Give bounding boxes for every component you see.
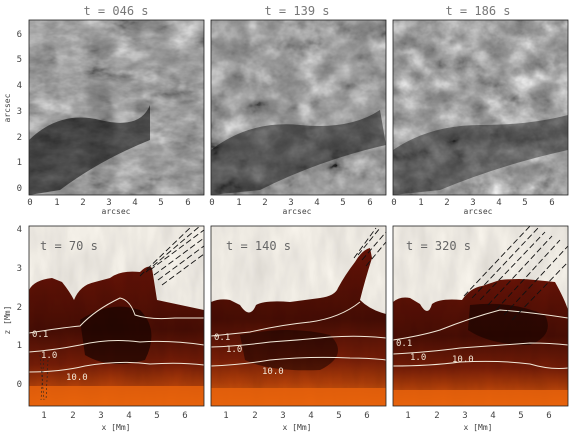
top-y-label: arcsec: [3, 93, 12, 122]
top-x-tick-p3-1: 1: [418, 198, 423, 208]
bottom-y-axis: 0 1 2 3 4 z [Mm]: [3, 225, 22, 390]
top-panel-3-title: t = 186 s: [445, 4, 510, 18]
top-y-tick-3: 3: [17, 107, 22, 117]
bottom-y-tick-3: 3: [17, 264, 22, 274]
top-x-tick-p2-1: 1: [236, 198, 241, 208]
p2-contour-1.0: 1.0: [226, 345, 242, 355]
top-x-label-1: arcsec: [102, 207, 131, 216]
top-x-tick-p2-6: 6: [367, 198, 372, 208]
top-panel-3: [392, 19, 569, 196]
p3-contour-1.0: 1.0: [410, 353, 426, 363]
bottom-panel-2: t = 140 s 0.1 1.0 10.0: [210, 225, 387, 407]
top-x-tick-3: 3: [106, 198, 111, 208]
top-panel-1-title: t = 046 s: [83, 4, 148, 18]
bottom-y-tick-0: 0: [17, 380, 22, 390]
top-x-axis: 0 1 2 3 4 5 6 arcsec 0 1 2 3 4 5 6 arcse…: [27, 198, 554, 216]
top-x-tick-p3-3: 3: [470, 198, 475, 208]
p1-contour-1.0: 1.0: [41, 351, 57, 361]
top-x-label-2: arcsec: [283, 207, 312, 216]
top-x-tick-0: 0: [27, 198, 32, 208]
top-x-tick-p2-2: 2: [262, 198, 267, 208]
top-x-tick-p2-3: 3: [288, 198, 293, 208]
bx1-5: 6: [182, 411, 187, 421]
top-x-tick-p3-0: 0: [391, 198, 396, 208]
bx3-2: 3: [462, 411, 467, 421]
bottom-row: t = 70 s 0.1 1.0 10.0 t = 140 s 0.1 1.0 …: [3, 225, 569, 432]
bottom-panel-3: t = 320 s 0.1 1.0 10.0: [392, 225, 569, 407]
bottom-panel-1-time: t = 70 s: [40, 239, 98, 253]
p3-contour-0.1: 0.1: [396, 339, 412, 349]
top-x-tick-5: 5: [158, 198, 163, 208]
top-x-label-3: arcsec: [464, 207, 493, 216]
bottom-panel-3-time: t = 320 s: [406, 239, 471, 253]
p2-contour-0.1: 0.1: [214, 333, 230, 343]
bx3-4: 5: [518, 411, 523, 421]
top-panel-2: [210, 19, 387, 196]
bottom-x-label-1: x [Mm]: [102, 423, 131, 432]
p3-contour-10.0: 10.0: [452, 355, 474, 365]
bx2-5: 6: [364, 411, 369, 421]
bx3-1: 2: [434, 411, 439, 421]
top-x-tick-p3-2: 2: [444, 198, 449, 208]
bottom-x-label-2: x [Mm]: [283, 423, 312, 432]
bottom-y-tick-1: 1: [17, 341, 22, 351]
top-x-tick-p2-0: 0: [209, 198, 214, 208]
top-x-tick-4: 4: [132, 198, 137, 208]
top-y-axis: 0 1 2 3 4 5 6 arcsec: [3, 30, 22, 194]
top-y-tick-0: 0: [17, 184, 22, 194]
bx3-0: 1: [405, 411, 410, 421]
bottom-x-label-3: x [Mm]: [464, 423, 493, 432]
top-y-tick-1: 1: [17, 158, 22, 168]
p1-contour-10.0: 10.0: [66, 373, 88, 383]
bottom-y-label: z [Mm]: [3, 306, 12, 335]
top-y-tick-5: 5: [17, 55, 22, 65]
top-x-tick-p2-5: 5: [340, 198, 345, 208]
top-panel-2-title: t = 139 s: [264, 4, 329, 18]
bottom-x-axis: 1 2 3 4 5 6 x [Mm] 1 2 3 4 5 6 x [Mm] 1 …: [41, 411, 551, 432]
p2-contour-10.0: 10.0: [262, 367, 284, 377]
bottom-y-tick-2: 2: [17, 303, 22, 313]
bx2-2: 3: [280, 411, 285, 421]
bx3-5: 6: [546, 411, 551, 421]
bx2-4: 5: [336, 411, 341, 421]
bx2-3: 4: [308, 411, 313, 421]
top-y-tick-4: 4: [17, 81, 22, 91]
bx1-4: 5: [154, 411, 159, 421]
top-x-tick-6: 6: [185, 198, 190, 208]
top-x-tick-p2-4: 4: [314, 198, 319, 208]
bx1-3: 4: [126, 411, 131, 421]
top-x-tick-p3-4: 4: [496, 198, 501, 208]
top-y-tick-6: 6: [17, 30, 22, 40]
top-x-tick-1: 1: [54, 198, 59, 208]
bx3-3: 4: [490, 411, 495, 421]
top-y-tick-2: 2: [17, 133, 22, 143]
top-x-tick-p3-6: 6: [549, 198, 554, 208]
top-row: t = 046 s t = 139 s t = 186 s 0 1 2 3: [3, 4, 569, 216]
bottom-y-tick-4: 4: [17, 225, 22, 235]
bottom-panel-2-time: t = 140 s: [226, 239, 291, 253]
top-x-tick-p3-5: 5: [522, 198, 527, 208]
bx1-1: 2: [70, 411, 75, 421]
p1-contour-0.1: 0.1: [32, 330, 48, 340]
bx1-0: 1: [41, 411, 46, 421]
bx2-1: 2: [252, 411, 257, 421]
bx1-2: 3: [98, 411, 103, 421]
top-panel-1: [28, 19, 205, 196]
bx2-0: 1: [223, 411, 228, 421]
bottom-panel-1: t = 70 s 0.1 1.0 10.0: [28, 225, 205, 407]
top-x-tick-2: 2: [80, 198, 85, 208]
